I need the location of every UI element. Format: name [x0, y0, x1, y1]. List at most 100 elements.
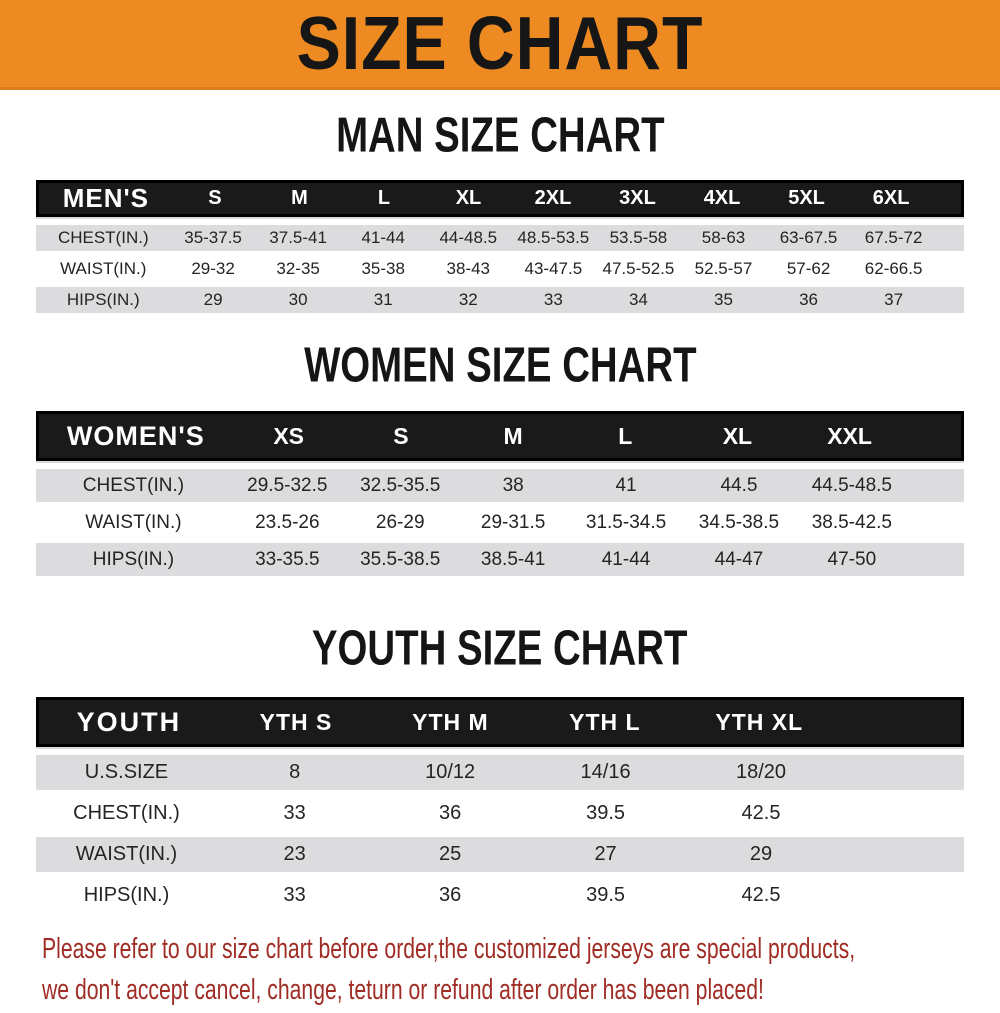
size-value: 33 — [283, 802, 306, 824]
row-label: HIPS(IN.) — [66, 290, 140, 309]
men-section-title: MAN SIZE CHART — [0, 111, 1000, 160]
table-row: CHEST(IN.) 35-37.5 37.5-41 41-44 44-48.5 48.5… — [36, 225, 964, 251]
size-value: 34 — [628, 290, 648, 309]
column-header: S — [393, 422, 409, 449]
size-value: 23.5-26 — [255, 511, 320, 533]
column-header: M — [503, 422, 523, 449]
table-row: U.S.SIZE 8 10/12 14/16 18/20 — [36, 755, 964, 790]
column-header: XXL — [827, 422, 872, 449]
women-size-table: WOMEN'S XS S M L XL XXL CHEST(IN.) 29.5-32.5 32.5… — [36, 411, 964, 576]
page-title: SIZE CHART — [296, 1, 704, 86]
size-value: 41-44 — [601, 548, 651, 570]
size-value: 67.5-72 — [864, 228, 923, 247]
table-row: HIPS(IN.) 33 36 39.5 42.5 — [36, 878, 964, 913]
size-value: 33-35.5 — [255, 548, 320, 570]
column-header: L — [377, 187, 391, 209]
youth-section-title: YOUTH SIZE CHART — [0, 621, 1000, 676]
women-section-title-text: WOMEN SIZE CHART — [303, 338, 697, 393]
size-value: 42.5 — [741, 884, 781, 906]
size-value: 29.5-32.5 — [247, 474, 328, 496]
disclaimer-line-1: Please refer to our size chart before or… — [42, 931, 1000, 972]
men-size-table: MEN'S S M L XL 2XL 3XL 4XL 5XL 6XL CHEST(IN.) 35-37… — [36, 180, 964, 313]
size-value: 25 — [438, 843, 462, 865]
size-value: 38.5-42.5 — [811, 511, 892, 533]
size-value: 44-47 — [714, 548, 764, 570]
size-value: 57-62 — [786, 259, 831, 278]
table-row: CHEST(IN.) 29.5-32.5 32.5-35.5 38 41 44.5 44.5… — [36, 469, 964, 502]
size-value: 35-37.5 — [184, 228, 242, 247]
size-value: 27 — [594, 843, 617, 865]
size-value: 29-31.5 — [480, 511, 546, 533]
table-row: HIPS(IN.) 29 30 31 32 33 34 35 36 37 — [36, 287, 964, 313]
table-row: WAIST(IN.) 23 25 27 29 — [36, 837, 964, 872]
size-value: 33 — [543, 290, 563, 309]
column-header: 5XL — [788, 187, 825, 209]
size-value: 38 — [502, 474, 524, 496]
size-value: 26-29 — [375, 511, 425, 533]
column-header: 2XL — [534, 187, 572, 209]
size-value: 36 — [438, 802, 462, 824]
column-header: 3XL — [619, 187, 656, 209]
disclaimer-line-2: we don't accept cancel, change, teturn o… — [42, 972, 1000, 1013]
row-label: WAIST(IN.) — [75, 843, 178, 865]
table-group-label: YOUTH — [76, 706, 182, 737]
size-value: 14/16 — [580, 761, 631, 783]
size-value: 48.5-53.5 — [517, 228, 590, 247]
disclaimer-line-1-text: Please refer to our size chart before or… — [42, 933, 856, 965]
size-value: 31 — [373, 290, 393, 309]
size-value: 32.5-35.5 — [360, 474, 441, 496]
row-label: WAIST(IN.) — [85, 511, 182, 533]
column-header: S — [208, 187, 222, 209]
disclaimer-line-2-text: we don't accept cancel, change, teturn o… — [42, 974, 764, 1006]
banner: SIZE CHART — [0, 0, 1000, 90]
size-value: 42.5 — [741, 802, 781, 824]
table-row: WAIST(IN.) 29-32 32-35 35-38 38-43 43-47.5 47.… — [36, 256, 964, 282]
table-header-bar: MEN'S S M L XL 2XL 3XL 4XL 5XL 6XL — [36, 180, 964, 217]
size-value: 38.5-41 — [480, 548, 546, 570]
size-value: 41 — [615, 474, 637, 496]
size-value: 18/20 — [735, 761, 787, 783]
row-label: WAIST(IN.) — [60, 259, 147, 278]
column-header: YTH XL — [715, 708, 804, 735]
size-value: 29 — [203, 290, 223, 309]
table-row: HIPS(IN.) 33-35.5 35.5-38.5 38.5-41 41-44 44-… — [36, 543, 964, 576]
size-value: 36 — [799, 290, 819, 309]
size-value: 44.5-48.5 — [811, 474, 892, 496]
youth-size-section: YOUTH SIZE CHART YOUTH YTH S YTH M YTH L YTH… — [0, 621, 1000, 913]
order-disclaimer: Please refer to our size chart before or… — [0, 931, 1000, 1013]
youth-section-title-text: YOUTH SIZE CHART — [312, 621, 688, 676]
size-value: 31.5-34.5 — [585, 511, 667, 533]
size-value: 30 — [288, 290, 308, 309]
size-value: 36 — [438, 884, 462, 906]
size-value: 35.5-38.5 — [360, 548, 441, 570]
size-value: 10/12 — [425, 761, 476, 783]
column-header: XL — [455, 187, 482, 209]
row-label: CHEST(IN.) — [82, 474, 185, 496]
size-value: 8 — [289, 761, 301, 783]
size-value: 34.5-38.5 — [698, 511, 780, 533]
size-value: 38-43 — [446, 259, 491, 278]
size-value: 53.5-58 — [609, 228, 668, 247]
size-value: 37 — [884, 290, 904, 309]
size-value: 44.5 — [720, 474, 758, 496]
column-header: XS — [273, 422, 305, 449]
size-value: 23 — [283, 843, 306, 865]
size-value: 52.5-57 — [694, 259, 753, 278]
row-label: HIPS(IN.) — [92, 548, 175, 570]
table-row: CHEST(IN.) 33 36 39.5 42.5 — [36, 796, 964, 831]
size-value: 41-44 — [361, 228, 405, 247]
size-value: 43-47.5 — [524, 259, 583, 278]
column-header: YTH M — [412, 708, 489, 735]
youth-size-table: YOUTH YTH S YTH M YTH L YTH XL U.S.SIZE 8 10/12… — [36, 697, 964, 913]
size-value: 39.5 — [586, 884, 626, 906]
size-value: 35 — [714, 290, 733, 309]
row-label: CHEST(IN.) — [57, 228, 149, 247]
column-header: YTH S — [259, 708, 333, 735]
column-header: 6XL — [872, 187, 910, 209]
table-header-bar: WOMEN'S XS S M L XL XXL — [36, 411, 964, 461]
size-value: 33 — [283, 884, 306, 906]
size-value: 62-66.5 — [864, 259, 923, 278]
row-label: CHEST(IN.) — [73, 802, 180, 824]
row-label: HIPS(IN.) — [83, 884, 170, 906]
